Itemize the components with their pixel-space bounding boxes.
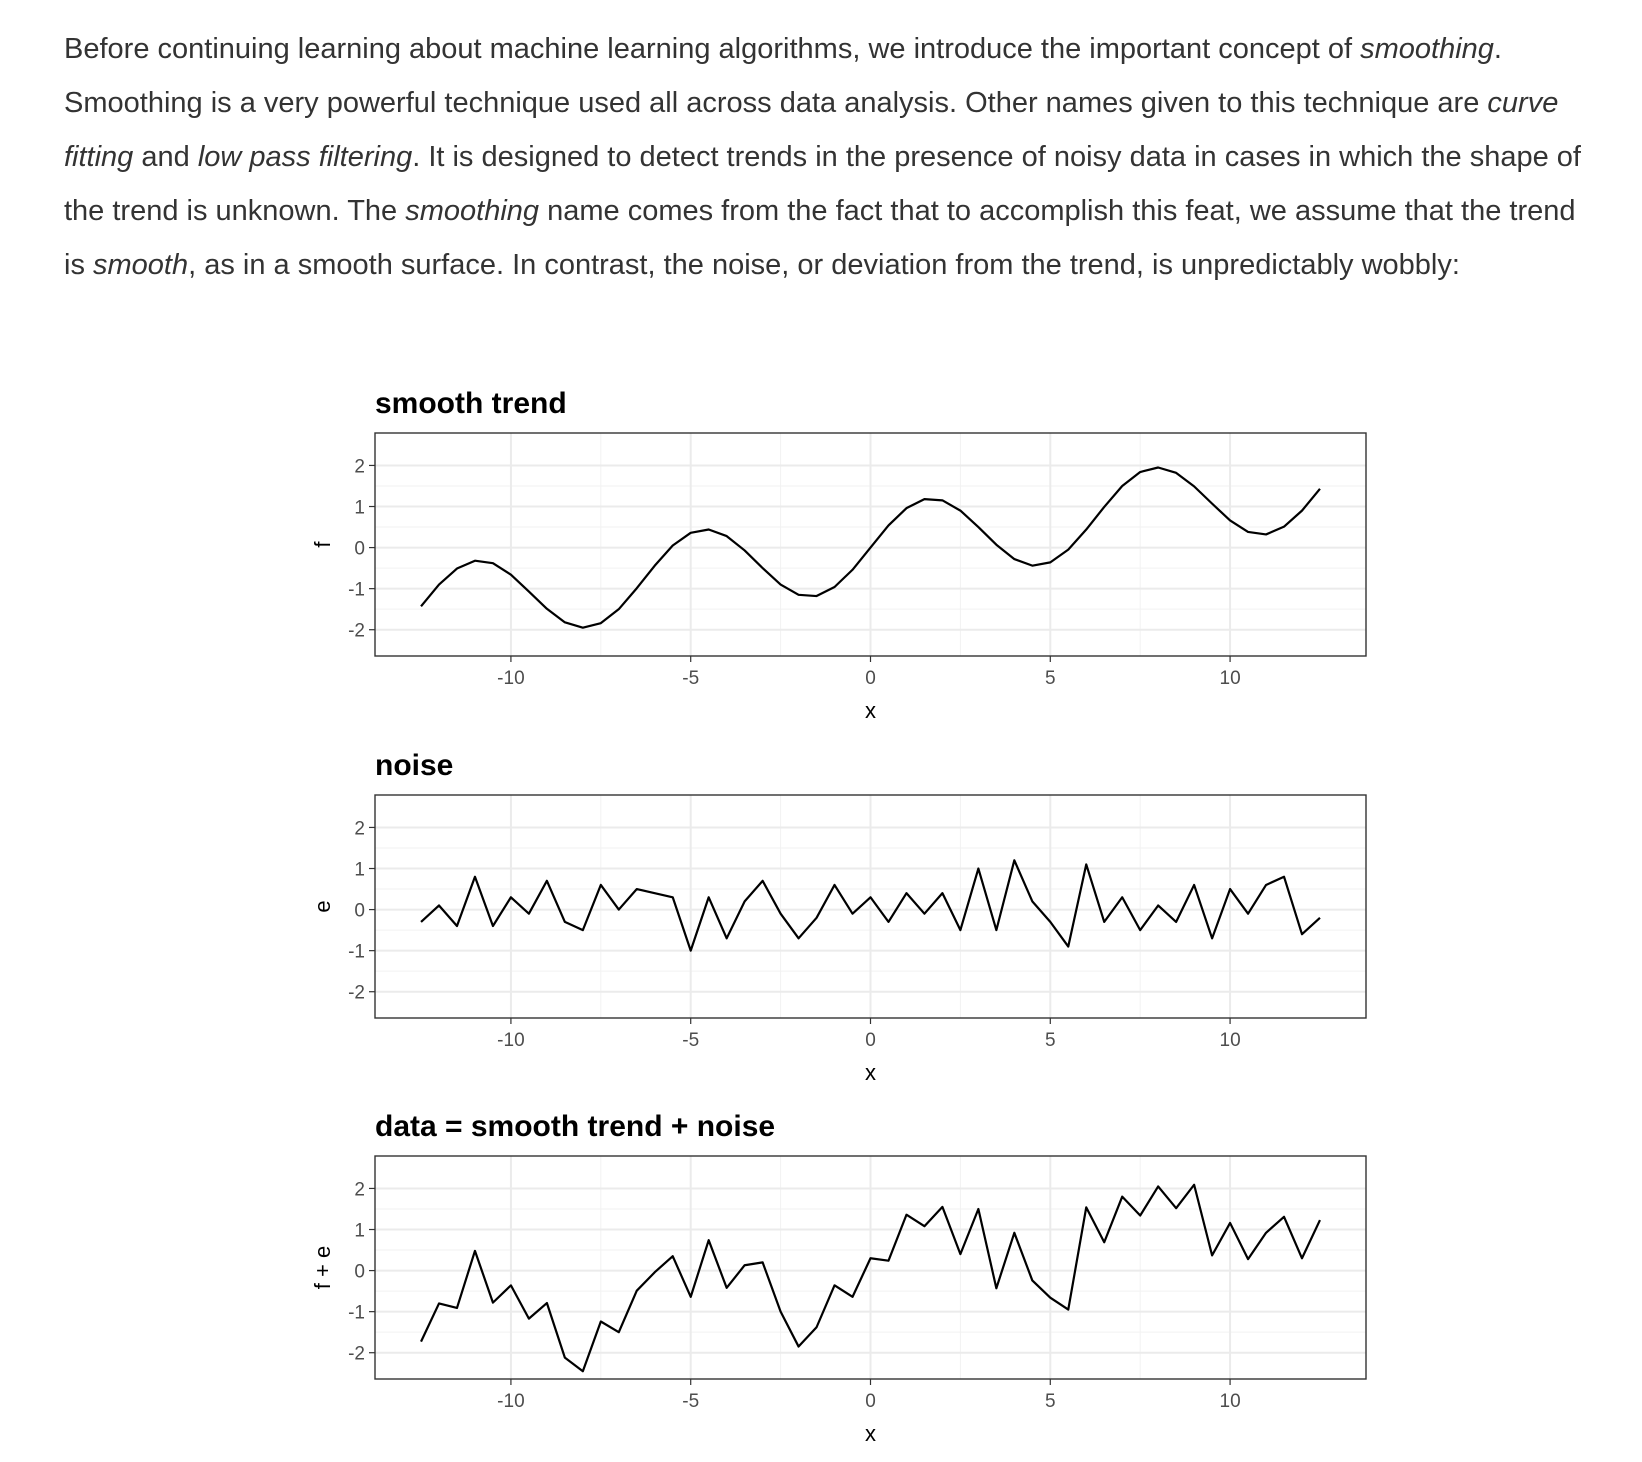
italic-text: smoothing bbox=[1360, 33, 1494, 65]
y-tick-label: 0 bbox=[354, 539, 365, 560]
x-tick-label: 10 bbox=[1220, 668, 1241, 689]
y-tick-label: 2 bbox=[354, 456, 365, 477]
text: and bbox=[133, 141, 198, 173]
y-axis-title: e bbox=[310, 900, 335, 912]
y-tick-label: -2 bbox=[348, 621, 365, 642]
chart-title: smooth trend bbox=[375, 387, 567, 420]
line bbox=[420, 466, 1321, 629]
italic-text: smooth bbox=[93, 249, 189, 281]
italic-text: low pass filtering bbox=[197, 141, 413, 173]
chart-title: noise bbox=[375, 749, 453, 782]
chart: data = smooth trend + noise-10 -5 0 5 10-2-1… bbox=[310, 1110, 1367, 1446]
panel-border bbox=[374, 432, 1367, 657]
text: name comes from the fact that to accompl… bbox=[64, 195, 1576, 281]
y-axis-title: f + e bbox=[310, 1246, 335, 1289]
x-tick-label: 5 bbox=[1045, 668, 1056, 689]
y-tick-label: 2 bbox=[354, 818, 365, 839]
x-tick-label: -10 bbox=[497, 1391, 524, 1412]
chart-title: data = smooth trend + noise bbox=[375, 1110, 775, 1143]
text: Before continuing learning about machine… bbox=[64, 33, 1361, 65]
y-tick-label: -1 bbox=[348, 580, 365, 601]
italic-text: curve fitting bbox=[64, 87, 1559, 173]
line bbox=[420, 1183, 1321, 1373]
x-tick-label: 5 bbox=[1045, 1030, 1056, 1051]
x-axis-title: x bbox=[865, 1421, 876, 1446]
paragraph: Before continuing learning about machine… bbox=[64, 22, 1599, 292]
panel-border bbox=[374, 1155, 1367, 1380]
y-tick-label: 1 bbox=[354, 1221, 365, 1242]
text: . Smoothing is a very powerful technique… bbox=[64, 33, 1502, 119]
text: . It is designed to detect trends in the… bbox=[64, 141, 1581, 227]
italic-text: smoothing bbox=[405, 195, 540, 227]
x-tick-label: 5 bbox=[1045, 1391, 1056, 1412]
text: , as in a smooth surface. In contrast, t… bbox=[188, 249, 1460, 281]
panel-border bbox=[374, 794, 1367, 1019]
line bbox=[420, 859, 1321, 952]
y-axis-title: f bbox=[310, 541, 335, 548]
x-tick-label: -5 bbox=[682, 1030, 699, 1051]
y-tick-label: 1 bbox=[354, 860, 365, 881]
y-tick-label: -1 bbox=[348, 942, 365, 963]
x-tick-label: -10 bbox=[497, 1030, 524, 1051]
y-tick-label: 1 bbox=[354, 498, 365, 519]
y-tick-label: 0 bbox=[354, 1262, 365, 1283]
x-tick-label: -10 bbox=[497, 668, 524, 689]
y-tick-label: 0 bbox=[354, 901, 365, 922]
x-tick-label: 10 bbox=[1220, 1030, 1241, 1051]
x-tick-label: 10 bbox=[1220, 1391, 1241, 1412]
x-tick-label: 0 bbox=[865, 1391, 876, 1412]
x-axis-title: x bbox=[865, 698, 876, 723]
x-axis-title: x bbox=[865, 1060, 876, 1085]
y-tick-label: -1 bbox=[348, 1303, 365, 1324]
x-tick-label: 0 bbox=[865, 1030, 876, 1051]
y-tick-label: -2 bbox=[348, 983, 365, 1004]
y-tick-label: -2 bbox=[348, 1344, 365, 1365]
x-tick-label: 0 bbox=[865, 668, 876, 689]
y-tick-label: 2 bbox=[354, 1179, 365, 1200]
x-tick-label: -5 bbox=[682, 668, 699, 689]
x-tick-label: -5 bbox=[682, 1391, 699, 1412]
